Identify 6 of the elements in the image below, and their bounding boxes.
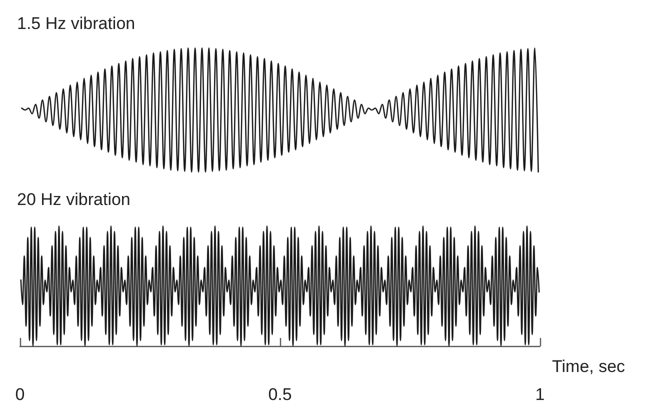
x-tick-label: 0 (15, 385, 25, 404)
x-tick-label: 0.5 (268, 385, 292, 404)
x-tick-label: 1 (535, 385, 545, 404)
chart-title: 20 Hz vibration (17, 190, 130, 209)
chart-title: 1.5 Hz vibration (17, 14, 136, 33)
x-axis-title: Time, sec (552, 357, 626, 376)
